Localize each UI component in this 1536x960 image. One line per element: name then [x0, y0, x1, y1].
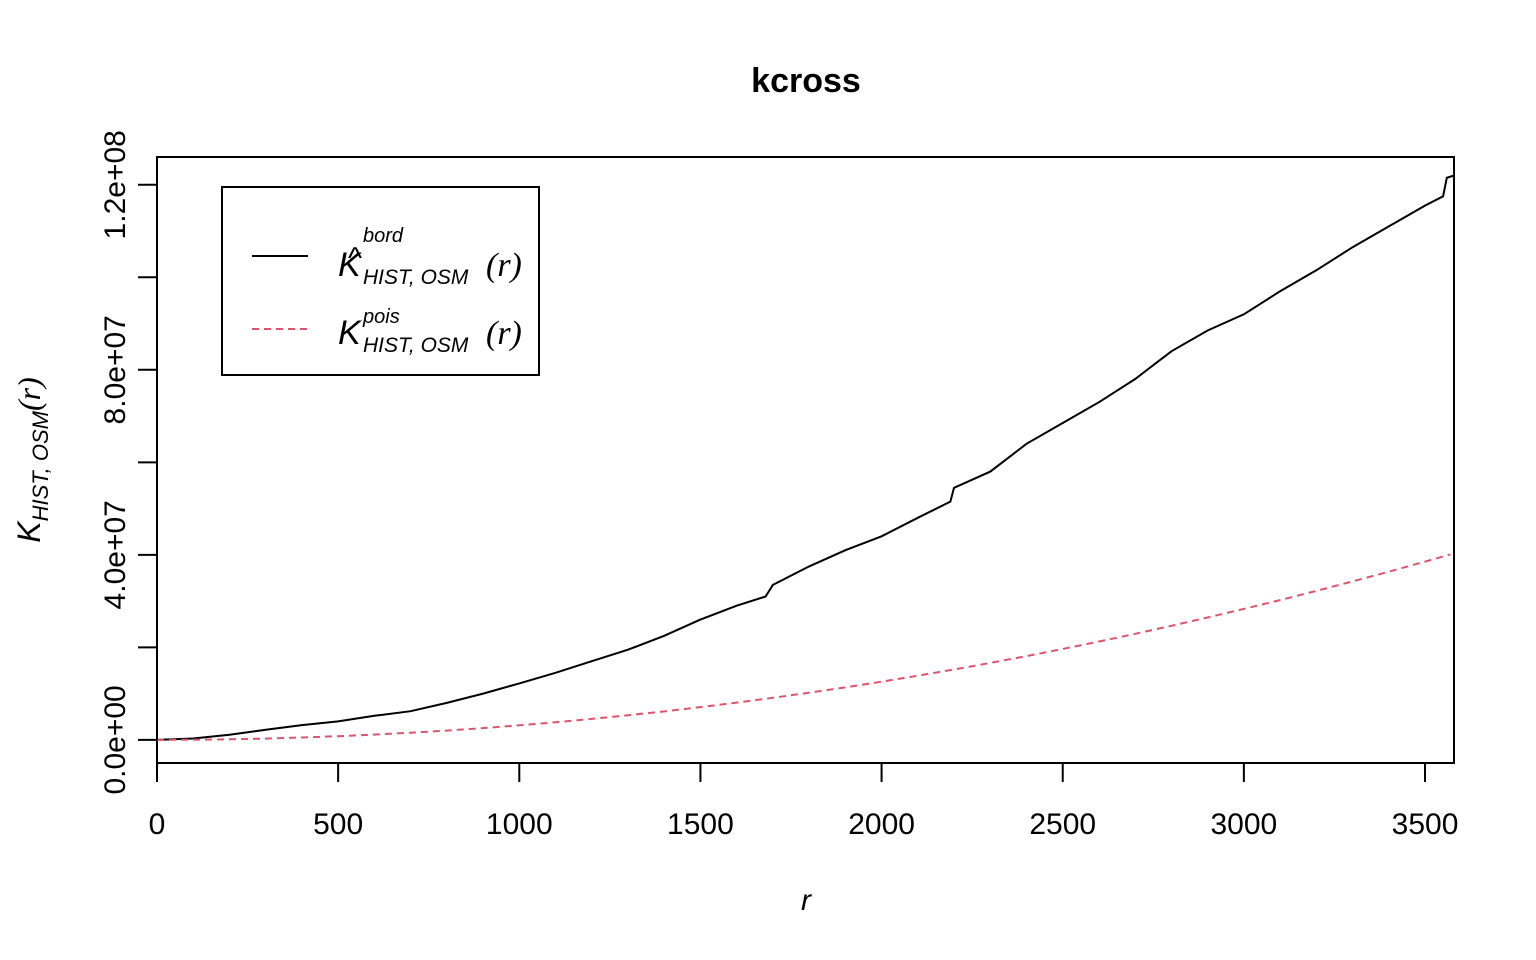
y-axis-label: KHIST, OSM(r) [11, 377, 53, 543]
chart-title: kcross [751, 62, 861, 100]
legend-label-bord: K bord HIST, OSM (r) [338, 212, 522, 292]
x-axis-label: r [801, 884, 812, 917]
legend-box [221, 186, 540, 376]
legend-pois-subscript: HIST, OSM [363, 334, 469, 357]
legend-pois-base: K [338, 314, 362, 352]
x-tick-label: 2500 [1029, 808, 1096, 841]
x-tick-label: 3000 [1210, 808, 1277, 841]
x-tick-label: 1000 [486, 808, 553, 841]
legend-bord-arg: (r) [486, 247, 522, 284]
y-label-base: K [11, 520, 47, 543]
x-tick-label: 500 [313, 808, 363, 841]
legend: ^ K bord HIST, OSM (r) K pois HIST, OSM … [221, 186, 540, 376]
svg-text:KHIST, OSM(r): KHIST, OSM(r) [11, 377, 53, 543]
legend-label-pois: K pois HIST, OSM (r) [338, 293, 522, 360]
legend-pois-superscript: pois [362, 306, 400, 328]
x-tick-label: 1500 [667, 808, 734, 841]
legend-bord-base: K [338, 246, 362, 284]
y-tick-label: 4.0e+07 [99, 500, 132, 609]
x-tick-label: 0 [149, 808, 166, 841]
series-line-0 [156, 174, 1455, 741]
x-tick-label: 2000 [848, 808, 915, 841]
legend-bord-superscript: bord [363, 225, 404, 247]
legend-pois-arg: (r) [486, 315, 522, 352]
legend-hat: ^ [348, 242, 362, 275]
legend-bord-subscript: HIST, OSM [363, 266, 469, 289]
y-label-arg: (r) [11, 377, 47, 411]
x-axis: 0 500 1000 1500 2000 2500 3000 3500 [149, 762, 1459, 841]
y-axis: 0.0e+00 4.0e+07 8.0e+07 1.2e+08 [99, 130, 158, 795]
y-label-subscript: HIST, OSM [28, 410, 53, 521]
y-tick-label: 1.2e+08 [99, 130, 132, 239]
series-layer [156, 174, 1455, 741]
x-tick-label: 3500 [1392, 808, 1459, 841]
series-line-1 [156, 553, 1451, 741]
y-tick-label: 0.0e+00 [99, 685, 132, 794]
y-tick-label: 8.0e+07 [99, 315, 132, 424]
